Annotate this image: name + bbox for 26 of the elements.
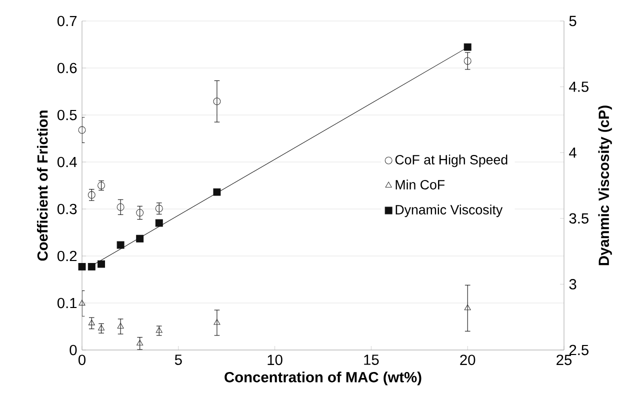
legend-label: Dynamic Viscosity — [396, 204, 503, 218]
y-tick-label: 0.4 — [57, 156, 77, 168]
y-tick-label: 0.6 — [57, 62, 77, 74]
y-tick-label: 0 — [70, 344, 77, 356]
y2-tick-label: 3 — [569, 279, 576, 290]
legend-label: Min CoF — [396, 180, 445, 190]
y2-tick-label: 5 — [569, 16, 576, 26]
y2-axis-title: Dyanmic Viscosity (cP) — [598, 106, 612, 266]
y-axis-title: Coefficient of Friction — [36, 110, 48, 261]
y-tick-label: 0.5 — [57, 110, 77, 120]
y-tick-label: 0.3 — [57, 204, 77, 214]
y-tick-label: 0.7 — [57, 16, 77, 26]
y2-tick-label: 4 — [569, 148, 576, 158]
x-tick-label: 0 — [78, 354, 86, 366]
x-tick-label: 10 — [268, 354, 282, 366]
y-tick-label: 0.1 — [57, 298, 77, 308]
legend-label: CoF at High Speed — [395, 154, 508, 168]
x-tick-label: 25 — [556, 354, 572, 366]
x-axis-title: Concentration of MAC (wt%) — [224, 372, 422, 386]
y2-tick-label: 4.5 — [569, 82, 588, 92]
x-tick-label: 5 — [174, 354, 182, 365]
y2-tick-label: 3.5 — [569, 213, 588, 224]
x-tick-label: 15 — [364, 354, 379, 365]
y-tick-label: 0.2 — [57, 250, 77, 262]
y2-tick-label: 2.5 — [569, 344, 588, 356]
x-tick-label: 20 — [460, 354, 476, 366]
